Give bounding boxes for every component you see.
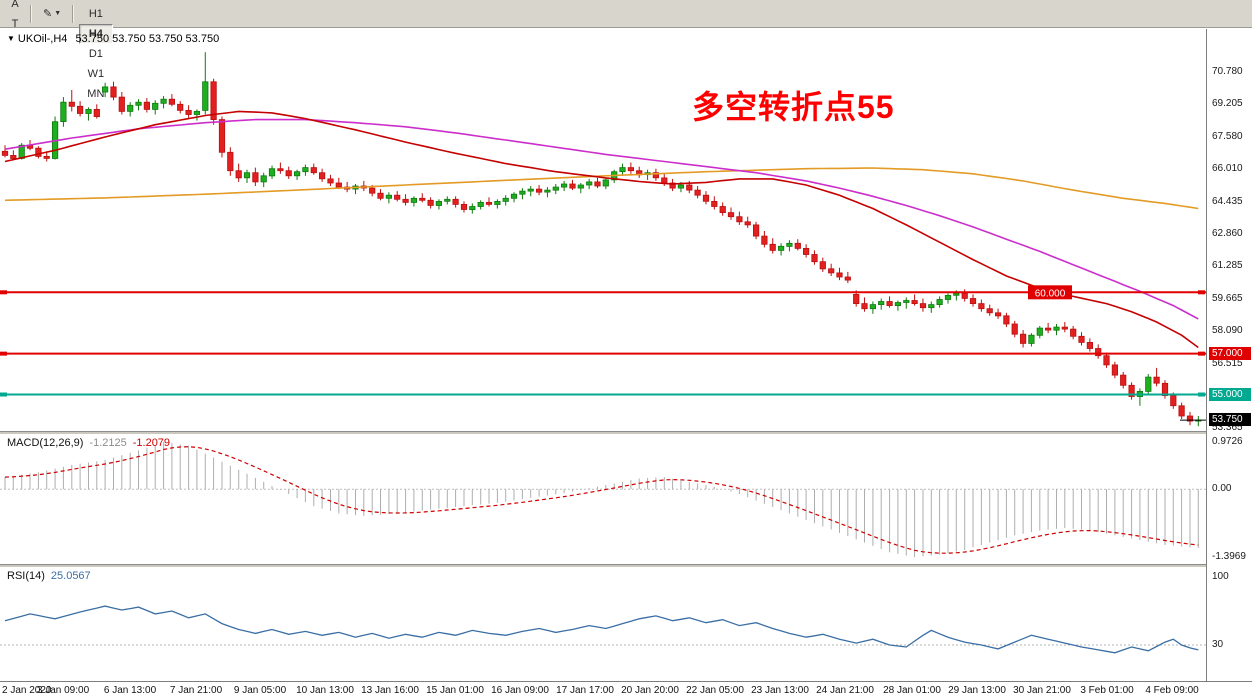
price-axis-tick: 67.580: [1212, 131, 1243, 142]
time-axis-label: 13 Jan 16:00: [361, 685, 419, 696]
pane-splitter[interactable]: [0, 564, 1252, 567]
rsi-axis-tick: 100: [1212, 571, 1229, 582]
ma-slow-orange-line: [4, 167, 1199, 210]
price-axis-tick: 62.860: [1212, 228, 1243, 239]
time-axis-label: 22 Jan 05:00: [686, 685, 744, 696]
time-axis-label: 6 Jan 13:00: [103, 685, 157, 696]
horizontal-line-57.000[interactable]: [0, 351, 1206, 356]
timeframe-button-mn[interactable]: MN: [87, 87, 105, 100]
macd-pane[interactable]: [0, 434, 1206, 564]
price-axis-tick: 53.365: [1212, 422, 1243, 433]
time-axis-label: 10 Jan 13:00: [296, 685, 354, 696]
timeframe-button-d1[interactable]: D1: [88, 47, 103, 60]
price-axis-badge: 55.000: [1209, 388, 1251, 401]
macd-histogram: [4, 442, 1199, 558]
symbol-period-label: UKOil-,H4: [17, 33, 68, 45]
candles-series: [1, 52, 1202, 427]
time-axis-label: 9 Jan 05:00: [233, 685, 287, 696]
chevron-down-icon: ▼: [7, 34, 15, 43]
toolbar: AT ✎▼ M1M5M15M30H1H4D1W1MN: [0, 0, 1252, 100]
time-axis-label: 2 Jan 2020: [2, 685, 52, 696]
timeframe-button-h4[interactable]: H4: [79, 23, 113, 44]
hline-price-badge: 60.000: [1035, 288, 1066, 299]
ohlc-values: 53.750 53.750 53.750 53.750: [75, 33, 220, 45]
time-axis-label: 17 Jan 17:00: [556, 685, 614, 696]
price-axis-tick: 66.010: [1212, 163, 1243, 174]
price-axis-tick: 70.780: [1212, 66, 1243, 77]
rsi-pane[interactable]: [0, 567, 1206, 681]
toolbar-separator: [72, 4, 75, 23]
macd-label: MACD(12,26,9) -1.2125 -1.2079: [7, 437, 171, 449]
ma-fast-red-line: [4, 110, 1199, 349]
chart-annotation-text[interactable]: 多空转折点55: [692, 89, 895, 125]
macd-axis-tick: 0.9726: [1212, 436, 1243, 447]
price-axis-tick: 64.435: [1212, 196, 1243, 207]
rsi-axis-tick: 30: [1212, 639, 1224, 650]
horizontal-line-60.000[interactable]: 60.000: [0, 285, 1206, 300]
price-axis-badge: 57.000: [1209, 347, 1251, 360]
time-axis-label: 3 Feb 01:00: [1080, 685, 1134, 696]
timeframe-button-group: M1M5M15M30H1H4D1W1MN: [78, 0, 113, 104]
time-axis-label: 24 Jan 21:00: [816, 685, 874, 696]
rsi-line: [4, 605, 1199, 654]
price-axis[interactable]: 70.780 69.205 67.580 66.010 64.435 62.860 61.2…: [1206, 29, 1252, 681]
macd-axis-tick: -1.3969: [1212, 551, 1246, 562]
macd-signal-line: [4, 446, 1199, 554]
macd-main-value: -1.2125: [89, 437, 127, 449]
time-axis[interactable]: 2 Jan 2020 3 Jan 09:00 6 Jan 13:00 7 Jan 21…: [0, 681, 1252, 699]
chevron-down-icon: ▼: [54, 10, 62, 17]
horizontal-line-55.000[interactable]: [0, 392, 1206, 397]
time-axis-label: 20 Jan 20:00: [621, 685, 679, 696]
time-axis-label: 30 Jan 21:00: [1013, 685, 1071, 696]
price-axis-tick: 58.090: [1212, 325, 1243, 336]
price-axis-tick: 56.515: [1212, 358, 1243, 369]
rsi-value: 25.0567: [50, 570, 91, 582]
text-tool-button[interactable]: T: [11, 17, 19, 30]
timeframe-button-h1[interactable]: H1: [88, 7, 103, 20]
macd-signal-value: -1.2079: [132, 437, 171, 449]
price-axis-tick: 69.205: [1212, 98, 1243, 109]
toolbar-separator: [30, 4, 32, 23]
pencil-icon: ✎: [43, 8, 53, 20]
cursor-tool-button[interactable]: A: [11, 0, 19, 10]
time-axis-label: 7 Jan 21:00: [169, 685, 223, 696]
time-axis-label: 3 Jan 09:00: [36, 685, 90, 696]
pane-splitter[interactable]: [0, 431, 1252, 434]
ma-medium-magenta-line: [4, 118, 1199, 320]
price-axis-tick: 61.285: [1212, 260, 1243, 271]
price-axis-tick: 59.665: [1212, 293, 1243, 304]
chart-symbol-header[interactable]: ▼ UKOil-,H4 53.750 53.750 53.750 53.750: [7, 33, 219, 45]
timeframe-button-w1[interactable]: W1: [87, 67, 105, 80]
time-axis-label: 23 Jan 13:00: [751, 685, 809, 696]
time-axis-label: 4 Feb 09:00: [1145, 685, 1199, 696]
last-price-badge: 53.750: [1209, 413, 1251, 426]
time-axis-label: 16 Jan 09:00: [491, 685, 549, 696]
rsi-label: RSI(14) 25.0567: [7, 570, 91, 582]
draw-tool-dropdown[interactable]: ✎ ▼: [37, 4, 67, 24]
macd-axis-tick: 0.00: [1212, 483, 1232, 494]
main-price-pane[interactable]: 60.000: [0, 29, 1206, 431]
time-axis-label: 29 Jan 13:00: [948, 685, 1006, 696]
time-axis-label: 28 Jan 01:00: [883, 685, 941, 696]
time-axis-label: 15 Jan 01:00: [426, 685, 484, 696]
